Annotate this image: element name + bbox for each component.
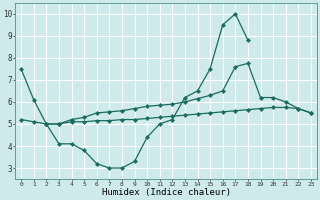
X-axis label: Humidex (Indice chaleur): Humidex (Indice chaleur) bbox=[101, 188, 230, 197]
